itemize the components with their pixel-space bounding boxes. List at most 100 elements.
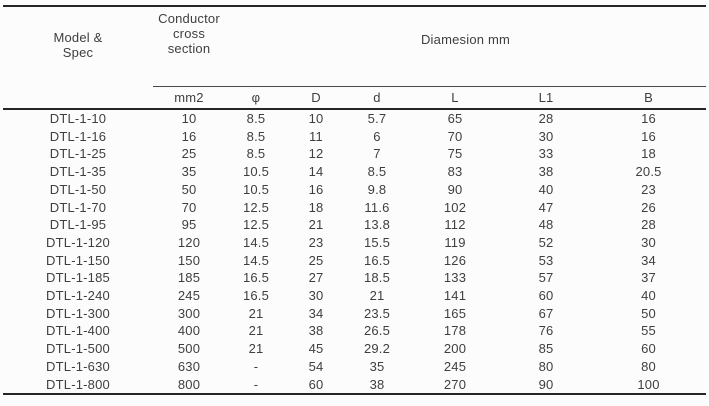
value-cell: 150 <box>177 252 201 268</box>
model-cell: DTL-1-35 <box>49 164 107 180</box>
value-cell: 400 <box>177 323 201 339</box>
value-cell: 38 <box>369 376 385 392</box>
value-cell: 25 <box>181 146 197 162</box>
value-cell: 6 <box>373 128 381 144</box>
value-cell: 21 <box>308 217 324 233</box>
value-cell: 800 <box>177 376 201 392</box>
value-cell: 26.5 <box>363 323 391 339</box>
model-cell: DTL-1-150 <box>46 252 110 268</box>
value-cell: 102 <box>443 199 467 215</box>
value-cell: 16.5 <box>242 270 270 286</box>
value-cell: 30 <box>641 234 656 250</box>
value-cell: 90 <box>538 376 554 392</box>
value-cell: 60 <box>308 376 324 392</box>
value-cell: 10.5 <box>242 164 270 180</box>
value-cell: 141 <box>443 288 467 304</box>
value-cell: 16 <box>641 128 656 144</box>
header-conductor-cross-section-label: Conductor cross section <box>158 11 220 56</box>
value-cell: 54 <box>308 358 324 374</box>
model-cell: DTL-1-95 <box>49 217 107 233</box>
value-cell: 12.5 <box>242 217 270 233</box>
value-cell: 8.5 <box>367 164 387 180</box>
model-cell: DTL-1-630 <box>46 358 110 374</box>
model-cell: DTL-1-185 <box>46 270 110 286</box>
value-cell: 500 <box>177 341 201 357</box>
value-cell: 270 <box>443 376 467 392</box>
value-cell: 25 <box>308 252 324 268</box>
value-cell: 11.6 <box>364 199 390 215</box>
value-cell: 34 <box>308 305 324 321</box>
value-cell: 75 <box>447 146 463 162</box>
value-cell: 8.5 <box>246 111 266 126</box>
value-cell: 100 <box>637 376 660 392</box>
value-cell: 20.5 <box>635 164 662 180</box>
value-cell: 126 <box>443 252 467 268</box>
value-cell: 15.5 <box>363 234 391 250</box>
table-row: DTL-1-185 185 16.5 27 18.5 133 57 37 <box>3 269 706 287</box>
spec-table-container: Model & Spec Conductor cross section Dia… <box>3 5 707 396</box>
value-cell: 165 <box>443 305 467 321</box>
value-cell: 60 <box>641 341 656 357</box>
model-cell: DTL-1-10 <box>49 111 107 126</box>
value-cell: 45 <box>308 341 324 357</box>
subheader-D: D <box>287 85 345 110</box>
value-cell: 14.5 <box>242 234 270 250</box>
value-cell: 83 <box>447 164 463 180</box>
table-row: DTL-1-500 500 21 45 29.2 200 85 60 <box>3 340 706 358</box>
value-cell: 53 <box>538 252 554 268</box>
model-cell: DTL-1-500 <box>46 341 110 357</box>
subheader-d: d <box>345 85 409 110</box>
value-cell: 21 <box>248 341 264 357</box>
header-model-spec: Model & Spec <box>3 6 153 110</box>
header-diamesion-mm: Diamesion mm <box>420 31 511 47</box>
value-cell: 18.5 <box>363 270 391 286</box>
table-row: DTL-1-10 10 8.5 10 5.7 65 28 16 <box>3 109 706 128</box>
table-row: DTL-1-50 50 10.5 16 9.8 90 40 23 <box>3 181 706 199</box>
subheader-mm2: mm2 <box>153 85 225 110</box>
value-cell: 133 <box>443 270 467 286</box>
value-cell: 65 <box>447 111 463 126</box>
value-cell: 630 <box>177 358 201 374</box>
model-cell: DTL-1-50 <box>49 181 107 197</box>
value-cell: 35 <box>181 164 197 180</box>
value-cell: 12.5 <box>242 199 270 215</box>
subheader-B: B <box>591 85 707 110</box>
value-cell: 40 <box>641 288 656 304</box>
value-cell: 80 <box>538 358 554 374</box>
value-cell: 90 <box>447 181 463 197</box>
value-cell: 30 <box>538 128 554 144</box>
value-cell: 30 <box>308 288 324 304</box>
value-cell: - <box>253 376 259 392</box>
value-cell: 21 <box>248 305 264 321</box>
subheader-phi: φ <box>225 85 287 110</box>
value-cell: 200 <box>443 341 467 357</box>
model-cell: DTL-1-400 <box>46 323 110 339</box>
value-cell: 16 <box>181 128 197 144</box>
value-cell: 7 <box>373 146 381 162</box>
value-cell: 28 <box>538 111 554 126</box>
model-cell: DTL-1-300 <box>46 305 110 321</box>
value-cell: 76 <box>538 323 554 339</box>
value-cell: 55 <box>641 323 656 339</box>
table-row: DTL-1-300 300 21 34 23.5 165 67 50 <box>3 305 706 323</box>
value-cell: 95 <box>181 217 197 233</box>
value-cell: 37 <box>641 270 656 286</box>
subheader-L: L <box>409 85 501 110</box>
value-cell: 50 <box>181 181 197 197</box>
value-cell: 40 <box>538 181 554 197</box>
value-cell: 8.5 <box>246 128 266 144</box>
value-cell: 28 <box>641 217 656 233</box>
value-cell: 23 <box>641 181 656 197</box>
value-cell: 85 <box>538 341 554 357</box>
value-cell: 21 <box>248 323 264 339</box>
value-cell: 14 <box>308 164 324 180</box>
value-cell: 52 <box>538 234 554 250</box>
value-cell: 185 <box>177 270 201 286</box>
table-row: DTL-1-70 70 12.5 18 11.6 102 47 26 <box>3 199 706 217</box>
value-cell: 21 <box>369 288 385 304</box>
value-cell: 38 <box>538 164 554 180</box>
value-cell: 23 <box>308 234 324 250</box>
value-cell: 11 <box>309 128 323 144</box>
value-cell: 112 <box>444 217 466 233</box>
